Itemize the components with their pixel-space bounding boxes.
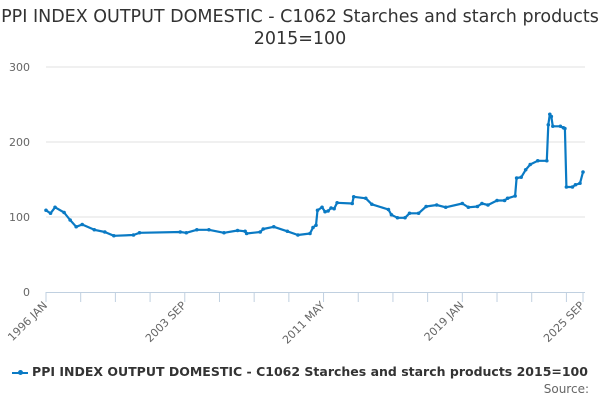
legend-label: PPI INDEX OUTPUT DOMESTIC - C1062 Starch… [32,364,588,379]
x-tick-label: 2025 SEP [541,299,587,345]
legend[interactable]: PPI INDEX OUTPUT DOMESTIC - C1062 Starch… [0,364,600,379]
data-point [386,207,391,212]
data-point [62,210,66,215]
data-point [285,229,290,234]
data-point [523,167,528,172]
y-tick-label: 100 [9,211,30,224]
data-point [222,230,226,235]
data-point [74,224,78,229]
data-point [546,122,551,127]
data-point [395,215,400,220]
data-point [103,230,107,234]
data-point [44,208,48,213]
data-point [244,231,249,236]
chart-title: PPI INDEX OUTPUT DOMESTIC - C1062 Starch… [1,7,599,49]
data-point [486,203,490,207]
x-tick-label: 1996 JAN [5,299,50,344]
x-tick-label: 2011 MAY [280,299,328,347]
data-point [311,225,315,230]
data-point [573,182,578,187]
data-point [137,230,142,235]
y-tick-label: 200 [9,136,30,149]
data-point [434,203,439,207]
data-point [564,185,569,189]
data-point [178,230,183,234]
y-tick-label: 0 [23,286,30,299]
data-point [581,170,585,174]
plot-area [44,112,585,238]
data-point [48,211,53,216]
data-point [271,224,276,229]
data-point [551,124,555,129]
data-point [570,185,575,189]
data-point [407,211,412,216]
data-point [466,205,471,210]
data-point [475,204,480,209]
gridlines [46,66,585,218]
data-point [549,114,554,119]
series-line [45,113,585,237]
data-point [258,230,262,234]
x-axis: 1996 JAN 2003 SEP 2011 MAY 2019 JAN 2025 SEP [5,292,587,347]
data-point [207,227,211,232]
data-point [513,194,517,198]
data-point [332,206,336,211]
x-tick-label: 2003 SEP [143,299,189,345]
data-point [308,231,312,236]
legend-line-marker-icon [12,369,29,375]
data-point [563,126,567,131]
data-point [528,162,533,167]
data-point [184,230,189,235]
y-axis: 0 100 200 300 [9,61,30,299]
data-point [68,218,72,222]
data-point [314,223,318,228]
data-point [416,211,421,216]
data-point [578,181,582,186]
data-point [460,201,465,206]
data-point [535,158,540,163]
data-point [514,176,519,180]
data-point [131,233,136,237]
y-tick-label: 300 [9,61,30,74]
x-tick-label: 2019 JAN [422,299,467,344]
data-point [320,205,324,210]
data-point [350,201,355,206]
data-point [443,205,448,210]
data-point [519,175,523,180]
data-point [53,205,57,210]
data-point [326,209,330,213]
data-point [112,233,116,238]
data-point [92,227,97,232]
data-point [370,202,374,207]
data-point [235,228,240,233]
data-point [335,200,339,205]
data-point [544,158,549,163]
data-point [351,194,356,199]
source-credit: Source: [543,382,589,396]
data-point [424,204,428,209]
data-point [261,227,266,231]
data-point [495,198,499,203]
data-point [505,196,510,201]
data-point [403,215,407,220]
data-point [296,233,300,237]
data-point [195,227,199,232]
data-point [363,196,368,201]
data-point [502,198,507,203]
data-point [558,124,563,129]
data-point [480,201,484,206]
data-point [80,222,85,227]
data-point [315,208,320,213]
data-point [323,209,327,214]
data-point [329,206,333,210]
data-point [389,212,394,217]
